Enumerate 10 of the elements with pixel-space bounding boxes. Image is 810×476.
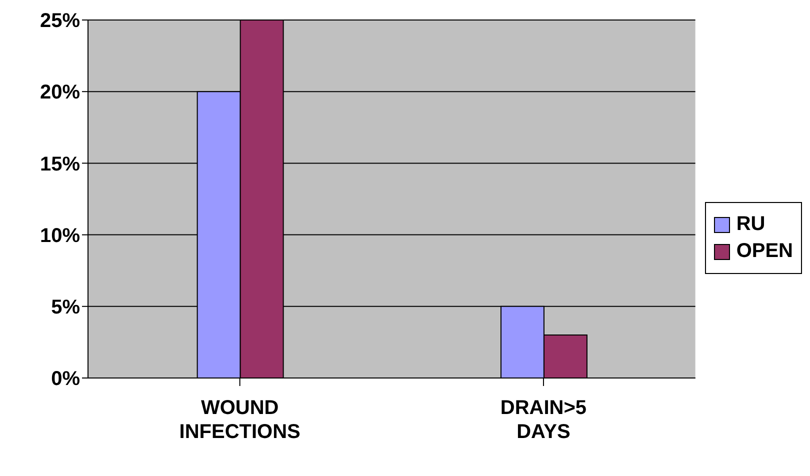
legend-label: OPEN — [736, 240, 793, 263]
legend-label: RU — [736, 213, 766, 236]
y-tick-label: 25% — [40, 10, 80, 32]
y-tick-label: 20% — [40, 82, 80, 104]
y-tick-label: 10% — [40, 224, 80, 247]
y-tick-label: 0% — [51, 368, 80, 390]
x-tick-label: DRAIN>5 DAYS — [500, 397, 587, 443]
y-tick-label: 15% — [40, 153, 80, 176]
x-tick-label: WOUND INFECTIONS — [179, 397, 300, 443]
y-tick-label: 5% — [51, 296, 80, 318]
